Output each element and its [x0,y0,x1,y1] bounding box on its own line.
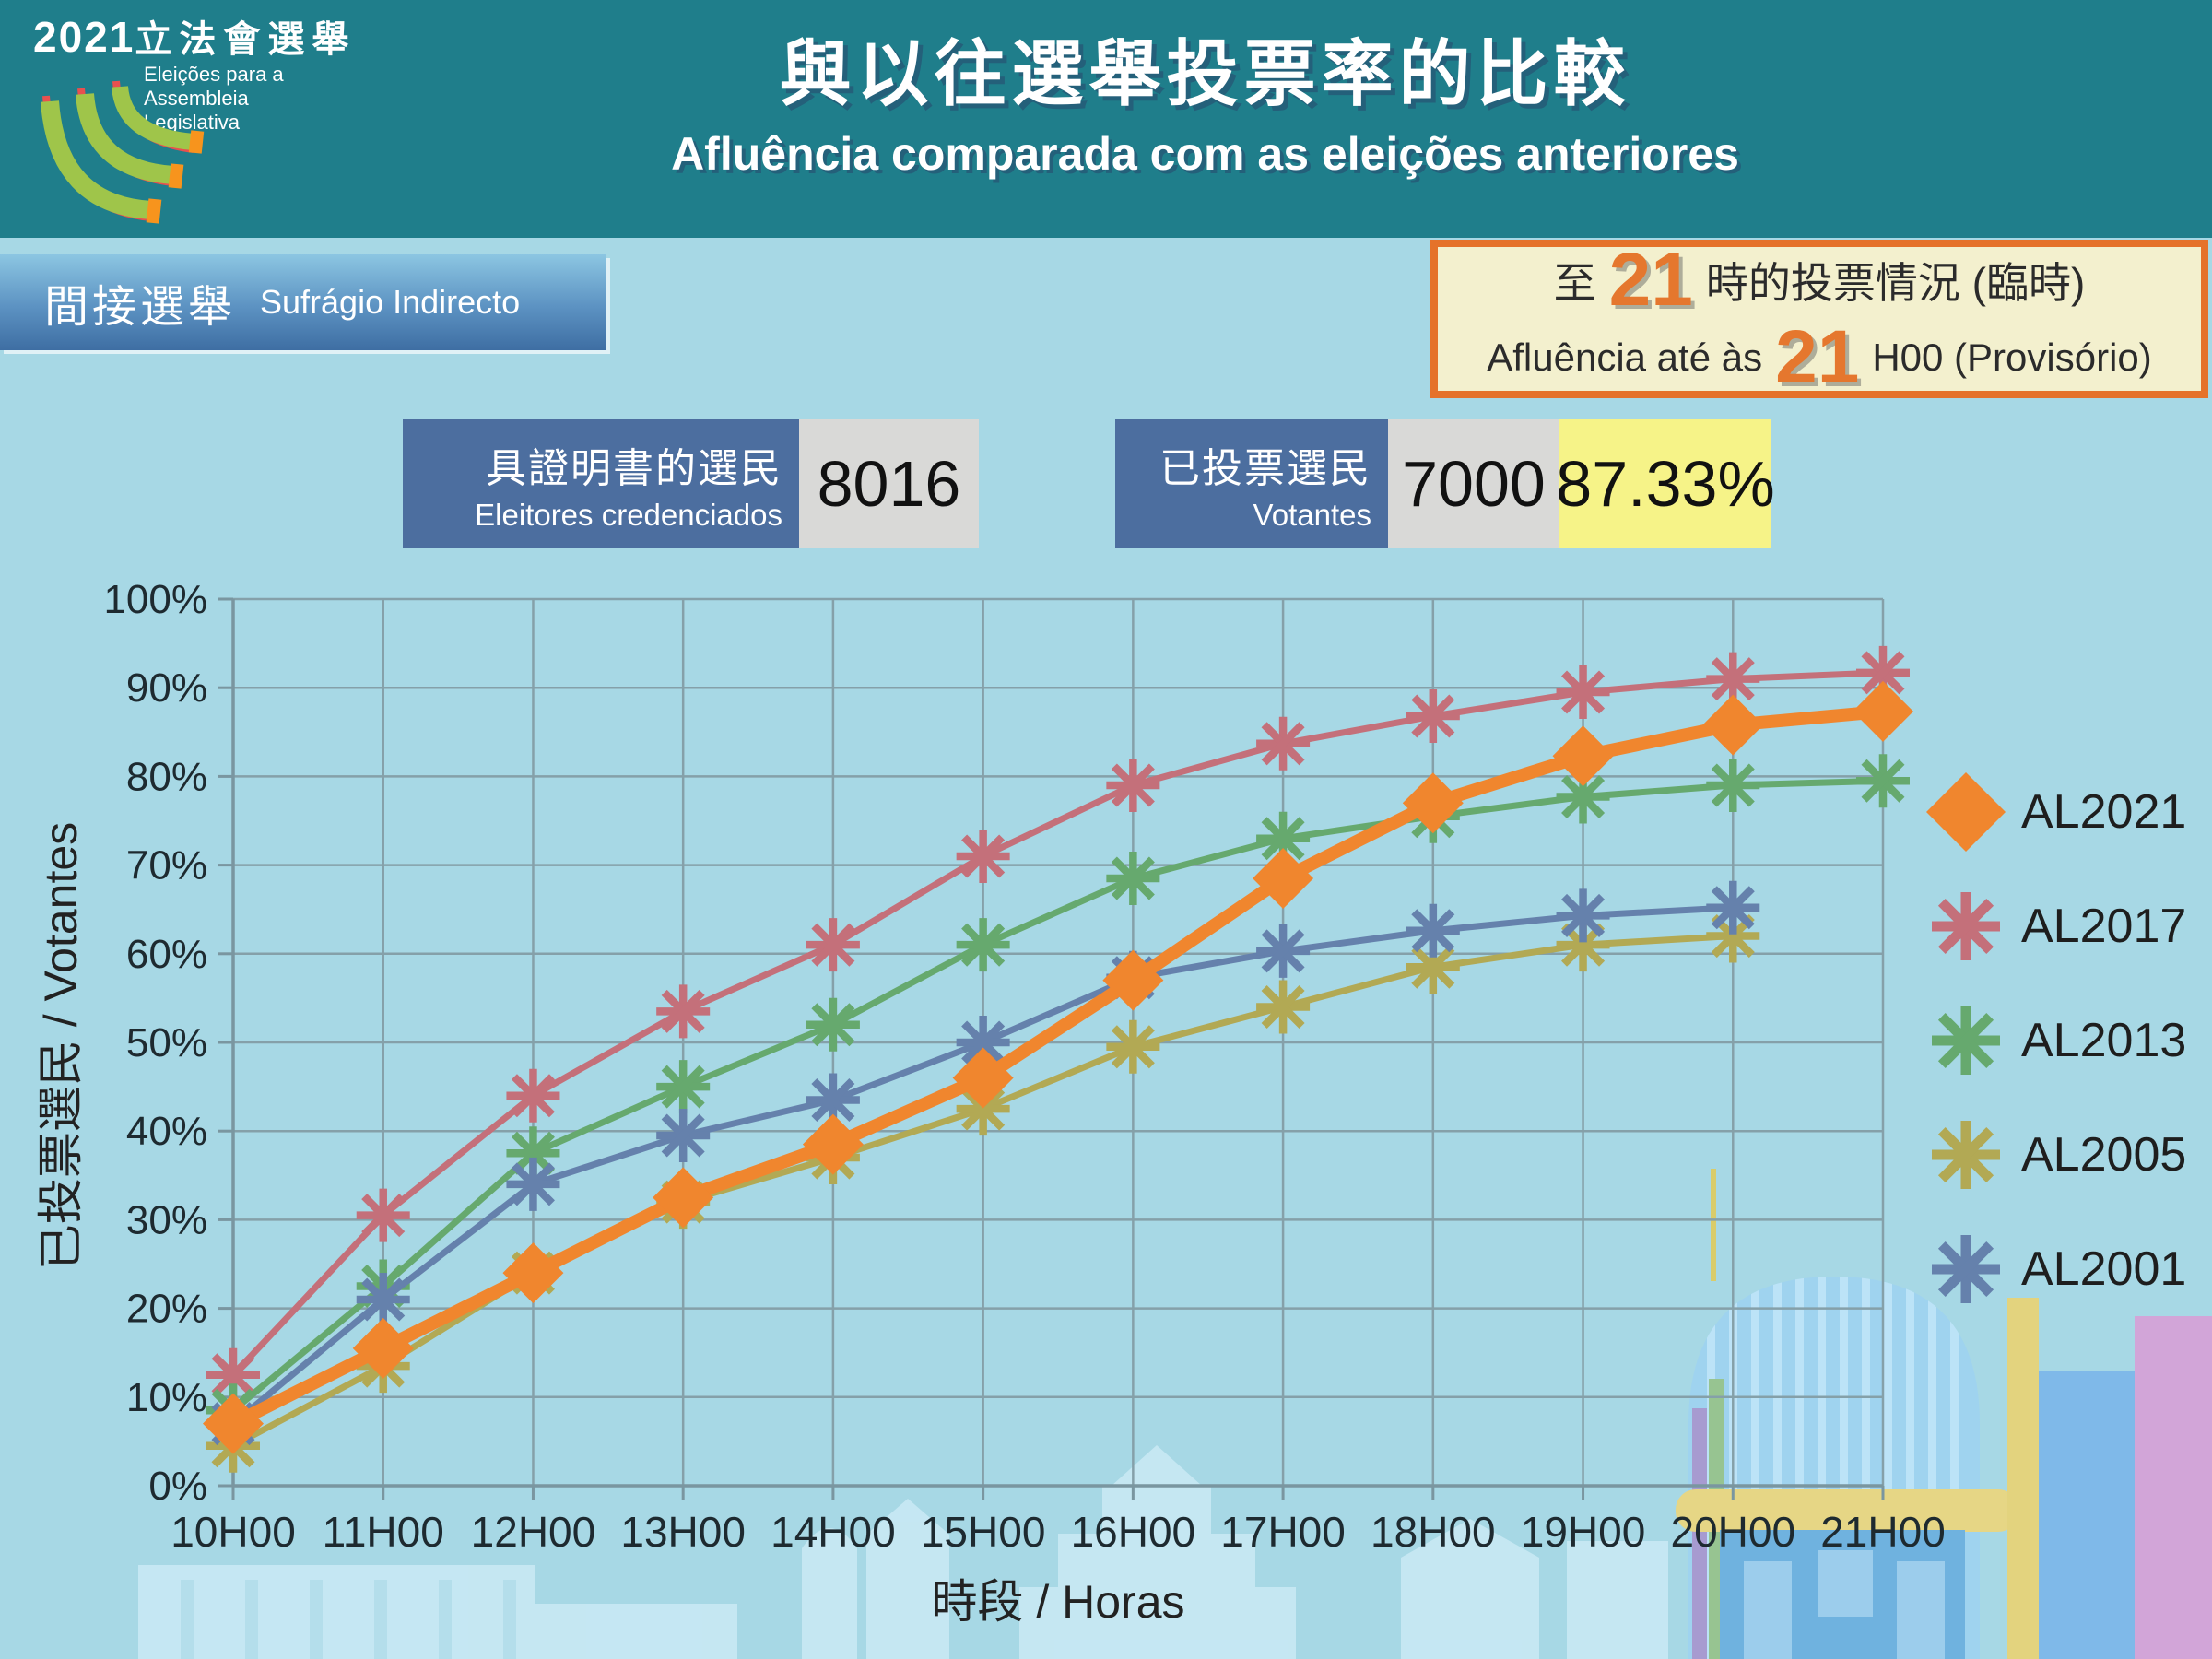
chart-legend: AL2021 AL2017 AL2013 AL2005 AL2001 [1922,772,2186,1344]
status-prefix-cjk: 至 [1553,259,1596,307]
legend-label-al2005: AL2005 [2021,1128,2187,1182]
page-title: 與以往選舉投票率的比較 Afluência comparada com as e… [198,17,2212,181]
legend-label-al2021: AL2021 [2021,785,2187,839]
page-title-pt: Afluência comparada com as eleições ante… [671,128,1739,180]
asterisk-marker-icon [1932,1121,2000,1189]
voted-percent-value: 87.33% [1556,419,1775,548]
legend-item-al2021: AL2021 [1922,772,2186,852]
legend-label-al2017: AL2017 [2021,900,2187,953]
asterisk-marker-icon [1932,892,2000,960]
header-bar: 2021立法會選舉 Eleições para a Assembleia Leg… [0,0,2212,238]
asterisk-spoke [1937,1126,1994,1183]
logo-title: 2021立法會選舉 [33,9,348,63]
legend-item-al2001: AL2001 [1922,1230,2186,1309]
status-line-pt: Afluência até às 21 H00 (Provisório) [1487,320,2152,395]
legend-asterisk-AL2017 [1932,892,2000,960]
credentialed-label-pt: Eleitores credenciados [475,498,782,532]
credentialed-voters-value: 8016 [799,419,979,548]
voted-label-cjk: 已投票選民 [1159,446,1371,491]
suffrage-type-badge: 間接選舉 Sufrágio Indirecto [0,254,606,350]
legend-item-al2005: AL2005 [1922,1115,2186,1194]
election-logo: 2021立法會選舉 Eleições para a Assembleia Leg… [33,9,348,230]
voted-label-pt: Votantes [1253,498,1371,532]
legend-item-al2013: AL2013 [1922,1001,2186,1080]
voted-voters-value: 7000 [1388,419,1559,548]
status-suffix-pt: H00 (Provisório) [1872,335,2152,379]
page-title-cjk: 與以往選舉投票率的比較 [779,33,1631,114]
asterisk-marker-icon [1932,1235,2000,1303]
asterisk-spoke [1937,1241,1994,1298]
turnout-status-box: 至 21 時的投票情況 (臨時) Afluência até às 21 H00… [1430,240,2208,398]
credentialed-label-cjk: 具證明書的選民 [486,446,782,491]
status-prefix-pt: Afluência até às [1487,335,1763,379]
logo-arcs-icon [41,80,205,224]
y-axis-label: 已投票選民 / Votantes [35,821,87,1271]
status-hour: 21 [1608,238,1693,322]
legend-label-al2001: AL2001 [2021,1242,2187,1296]
status-hour-pt: 21 [1775,315,1860,399]
asterisk-spoke [1937,898,1994,955]
legend-asterisk-AL2005 [1932,1121,2000,1189]
credentialed-voters-label: 具證明書的選民 Eleitores credenciados [403,419,799,548]
logo-year: 2021 [33,13,135,61]
diamond-marker-icon [1926,772,2006,852]
status-suffix-cjk: 時的投票情況 (臨時) [1705,259,2086,307]
logo-subtitle-line1: Eleições para a [144,63,284,86]
legend-item-al2017: AL2017 [1922,887,2186,966]
x-axis-label: 時段 / Horas [931,1576,1185,1628]
badge-label-cjk: 間接選舉 [44,283,237,332]
logo-cjk: 立法會選舉 [135,19,357,60]
voted-voters-label: 已投票選民 Votantes [1115,419,1388,548]
legend-diamond-AL2021 [1926,772,2006,852]
asterisk-spoke [1937,1012,1994,1069]
legend-asterisk-AL2013 [1932,1006,2000,1075]
badge-label-pt: Sufrágio Indirecto [260,283,521,321]
asterisk-marker-icon [1932,1006,2000,1075]
legend-label-al2013: AL2013 [2021,1014,2187,1067]
status-line-cjk: 至 21 時的投票情況 (臨時) [1554,242,2086,318]
legend-asterisk-AL2001 [1932,1235,2000,1303]
